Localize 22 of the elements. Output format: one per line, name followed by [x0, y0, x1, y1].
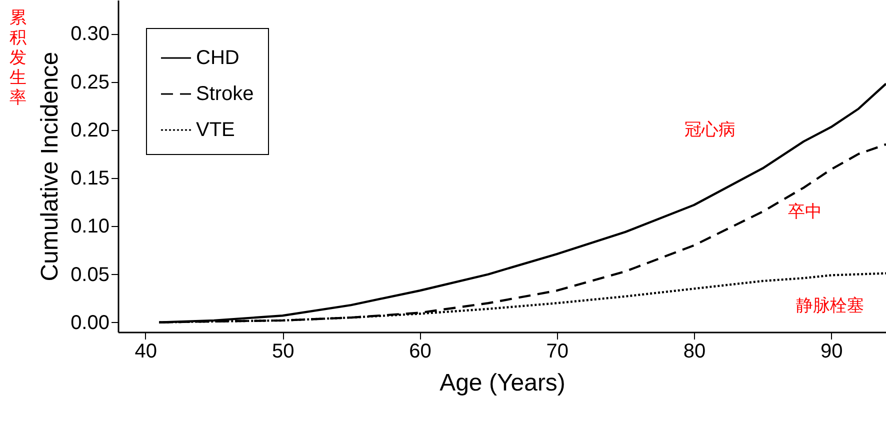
y-tick-label: 0.15: [70, 168, 110, 190]
x-axis-title: Age (Years): [440, 370, 566, 396]
y-tick-label: 0.00: [70, 312, 110, 334]
annotation: 静脉栓塞: [796, 296, 864, 315]
text: 累积发生率: [10, 8, 26, 107]
x-tick-label: 90: [820, 340, 843, 362]
y-tick-label: 0.30: [70, 23, 110, 46]
x-tick-label: 60: [409, 340, 432, 362]
annotation: 卒中: [788, 202, 822, 221]
legend-label: VTE: [196, 119, 235, 141]
y-axis-title: Cumulative Incidence: [36, 52, 64, 282]
x-tick-label: 70: [546, 340, 568, 362]
legend-label: CHD: [196, 47, 240, 69]
legend-label: Stroke: [196, 83, 254, 105]
annotation: 冠心病: [684, 120, 736, 139]
y-tick-label: 0.05: [70, 264, 110, 286]
x-tick-label: 40: [134, 340, 158, 362]
x-tick-label: 80: [683, 340, 706, 362]
y-tick-label: 0.10: [70, 216, 110, 238]
x-tick-label: 50: [272, 340, 294, 362]
y-tick-label: 0.25: [70, 71, 110, 94]
y-tick-label: 0.20: [70, 119, 110, 142]
